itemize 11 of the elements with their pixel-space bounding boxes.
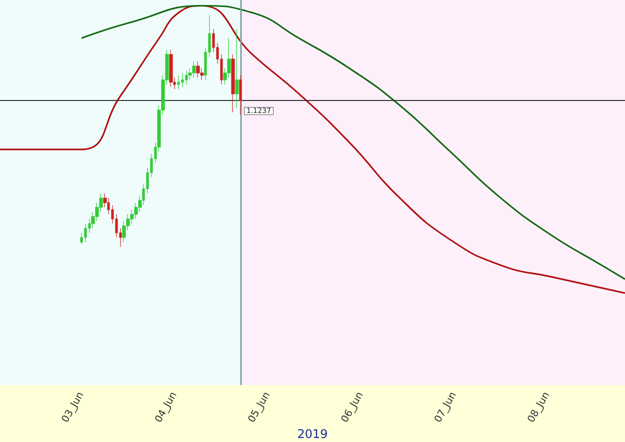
candlestick — [239, 74, 242, 115]
candlestick — [181, 72, 184, 88]
candlestick — [185, 70, 188, 85]
candlestick — [231, 54, 235, 113]
candlestick — [196, 61, 200, 78]
candlestick — [192, 61, 196, 78]
candlestick — [84, 223, 87, 242]
candlestick — [177, 74, 180, 90]
candlestick — [235, 28, 239, 108]
candlestick — [169, 49, 173, 88]
text: 2019 — [297, 427, 328, 441]
